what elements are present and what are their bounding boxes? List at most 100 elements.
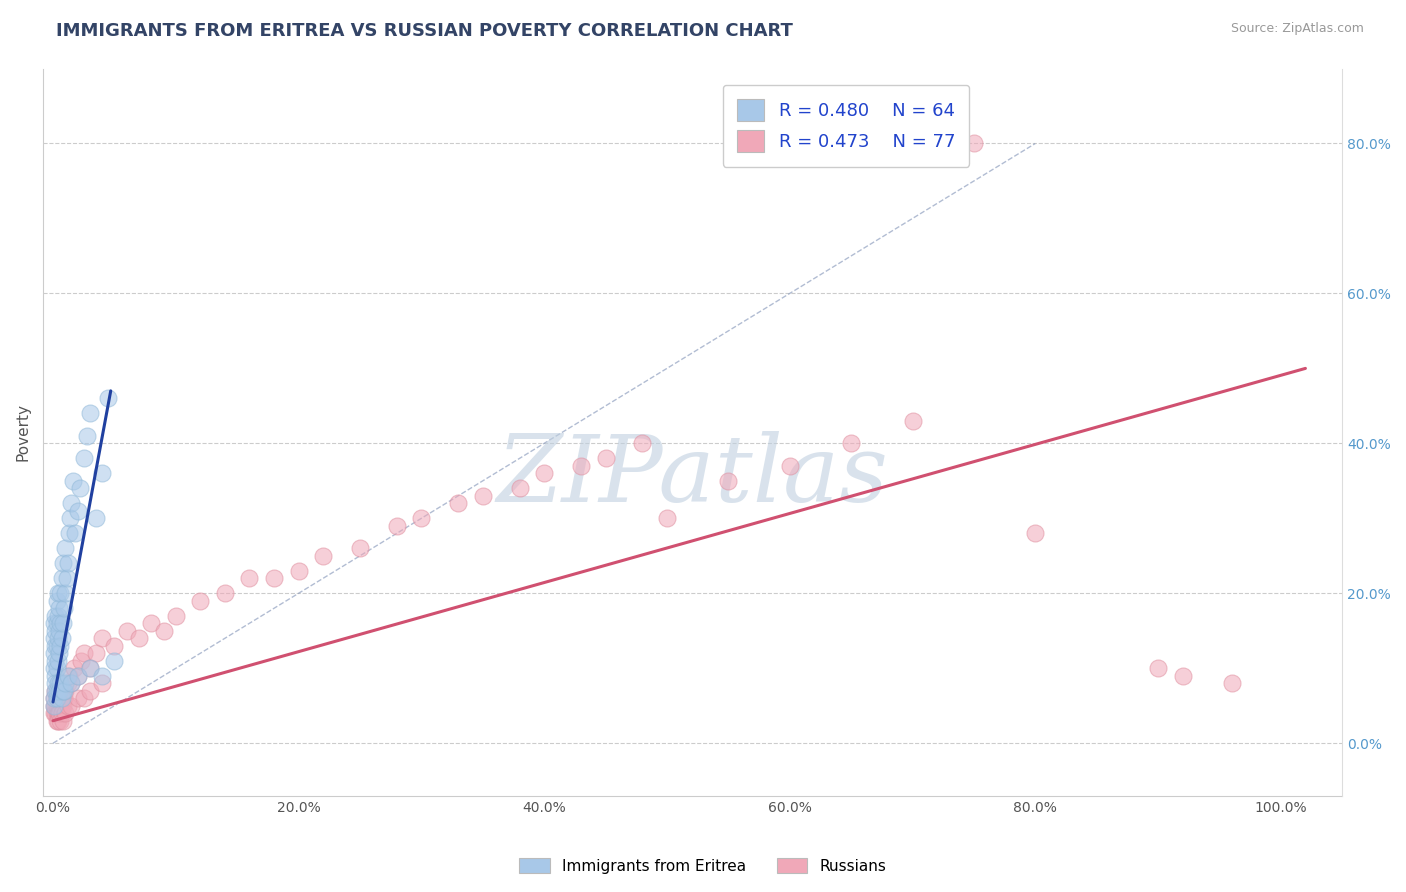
Point <box>56 669 79 683</box>
Point <box>66 669 89 683</box>
Point <box>1220 676 1243 690</box>
Point <box>46 632 69 646</box>
Point <box>44 624 66 638</box>
Point <box>44 646 66 660</box>
Point <box>84 646 107 660</box>
Point <box>963 136 986 151</box>
Point <box>165 608 187 623</box>
Point <box>45 616 67 631</box>
Point <box>1024 526 1046 541</box>
Point <box>55 571 77 585</box>
Point <box>97 392 120 406</box>
Point <box>44 616 66 631</box>
Point <box>631 436 654 450</box>
Point <box>70 654 93 668</box>
Point <box>238 571 260 585</box>
Point <box>53 691 76 706</box>
Point <box>45 698 67 713</box>
Point <box>901 414 924 428</box>
Point <box>312 549 335 563</box>
Point <box>53 601 76 615</box>
Point <box>49 676 72 690</box>
Point <box>73 646 96 660</box>
Point <box>44 706 66 721</box>
Point <box>44 698 66 713</box>
Point <box>263 571 285 585</box>
Point <box>44 669 66 683</box>
Y-axis label: Poverty: Poverty <box>15 403 30 461</box>
Point <box>52 616 75 631</box>
Point <box>44 632 66 646</box>
Point <box>79 406 101 420</box>
Point <box>533 467 555 481</box>
Point <box>52 683 75 698</box>
Point <box>214 586 236 600</box>
Point <box>48 601 70 615</box>
Point <box>48 683 70 698</box>
Point <box>509 481 531 495</box>
Point <box>91 467 114 481</box>
Point <box>52 714 75 728</box>
Point <box>60 698 83 713</box>
Point <box>44 608 66 623</box>
Point <box>63 526 86 541</box>
Point <box>569 458 592 473</box>
Point <box>839 436 862 450</box>
Point <box>128 632 150 646</box>
Point <box>115 624 138 638</box>
Point <box>60 676 83 690</box>
Point <box>45 691 67 706</box>
Point <box>51 698 73 713</box>
Legend: R = 0.480    N = 64, R = 0.473    N = 77: R = 0.480 N = 64, R = 0.473 N = 77 <box>723 85 970 167</box>
Point <box>79 661 101 675</box>
Point <box>51 632 73 646</box>
Point <box>49 616 72 631</box>
Point <box>66 691 89 706</box>
Point <box>79 683 101 698</box>
Point <box>44 639 66 653</box>
Point <box>76 429 98 443</box>
Point <box>51 706 73 721</box>
Point <box>45 683 67 698</box>
Point <box>1171 669 1194 683</box>
Text: ZIPatlas: ZIPatlas <box>496 431 889 521</box>
Point <box>46 714 69 728</box>
Point <box>287 564 309 578</box>
Point <box>58 526 80 541</box>
Point <box>779 458 801 473</box>
Point <box>44 683 66 698</box>
Point <box>60 676 83 690</box>
Point <box>190 594 212 608</box>
Point <box>46 691 69 706</box>
Point <box>51 571 73 585</box>
Point <box>56 676 79 690</box>
Point <box>45 714 67 728</box>
Point <box>46 676 69 690</box>
Point <box>46 608 69 623</box>
Point <box>52 698 75 713</box>
Point <box>53 586 76 600</box>
Point <box>1147 661 1170 675</box>
Point <box>49 639 72 653</box>
Point <box>63 661 86 675</box>
Point <box>45 661 67 675</box>
Point <box>44 691 66 706</box>
Point <box>717 474 740 488</box>
Point <box>44 683 66 698</box>
Point <box>48 646 70 660</box>
Point <box>152 624 174 638</box>
Point <box>44 654 66 668</box>
Point <box>53 706 76 721</box>
Point <box>51 683 73 698</box>
Point <box>79 661 101 675</box>
Text: IMMIGRANTS FROM ERITREA VS RUSSIAN POVERTY CORRELATION CHART: IMMIGRANTS FROM ERITREA VS RUSSIAN POVER… <box>56 22 793 40</box>
Point <box>91 632 114 646</box>
Point <box>53 683 76 698</box>
Point <box>59 511 82 525</box>
Point <box>51 691 73 706</box>
Point <box>48 706 70 721</box>
Point <box>48 698 70 713</box>
Point <box>411 511 433 525</box>
Point <box>49 586 72 600</box>
Point <box>44 676 66 690</box>
